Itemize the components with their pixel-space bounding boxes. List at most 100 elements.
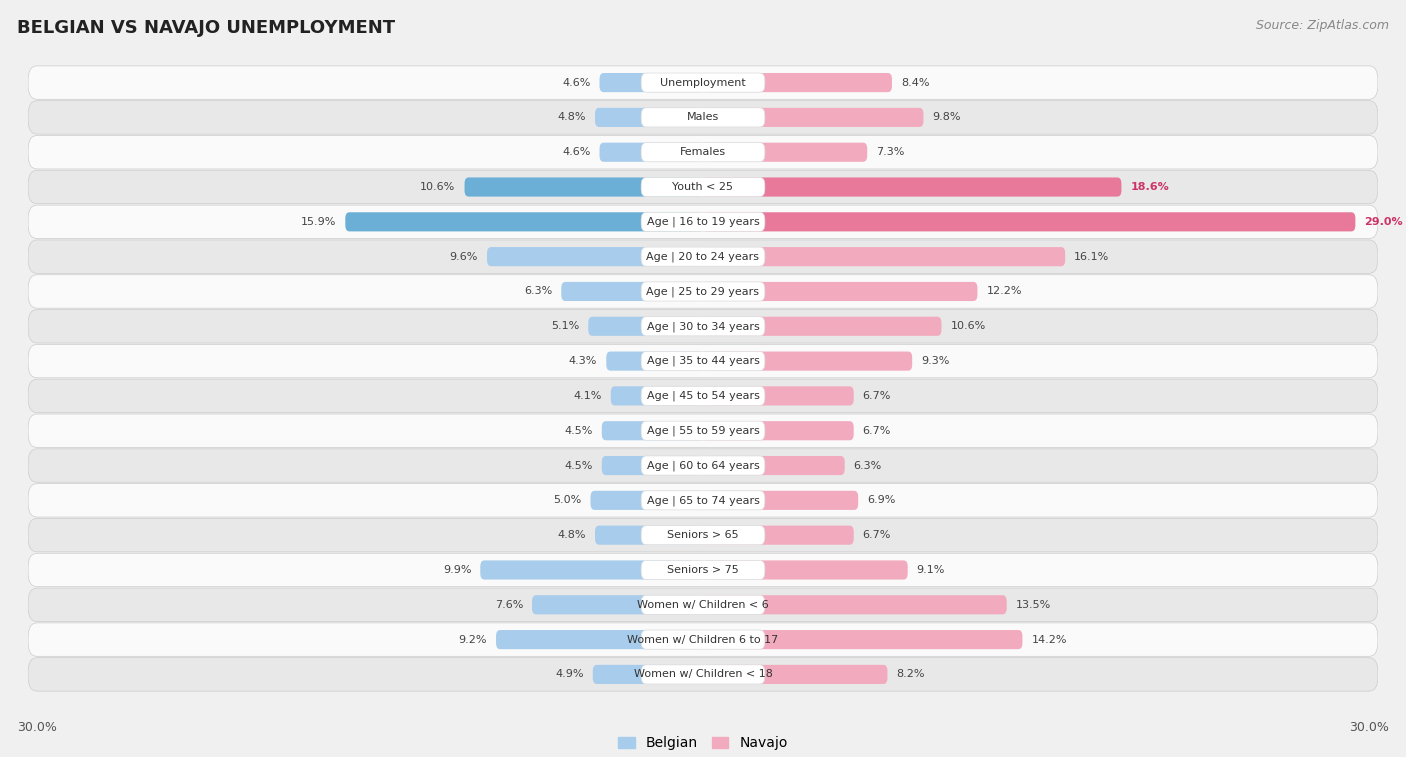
FancyBboxPatch shape <box>28 449 1378 482</box>
FancyBboxPatch shape <box>703 247 1066 266</box>
FancyBboxPatch shape <box>28 136 1378 169</box>
Text: Women w/ Children < 6: Women w/ Children < 6 <box>637 600 769 610</box>
Text: 6.3%: 6.3% <box>524 286 553 297</box>
Text: 6.7%: 6.7% <box>863 425 891 436</box>
FancyBboxPatch shape <box>641 212 765 232</box>
FancyBboxPatch shape <box>703 630 1022 650</box>
FancyBboxPatch shape <box>28 553 1378 587</box>
Text: 16.1%: 16.1% <box>1074 251 1109 262</box>
Text: 5.0%: 5.0% <box>554 495 582 506</box>
FancyBboxPatch shape <box>28 623 1378 656</box>
FancyBboxPatch shape <box>28 658 1378 691</box>
FancyBboxPatch shape <box>641 595 765 615</box>
FancyBboxPatch shape <box>593 665 703 684</box>
FancyBboxPatch shape <box>703 107 924 127</box>
FancyBboxPatch shape <box>641 421 765 441</box>
Text: Age | 20 to 24 years: Age | 20 to 24 years <box>647 251 759 262</box>
FancyBboxPatch shape <box>703 456 845 475</box>
FancyBboxPatch shape <box>703 282 977 301</box>
Text: Seniors > 65: Seniors > 65 <box>668 530 738 540</box>
FancyBboxPatch shape <box>28 66 1378 99</box>
FancyBboxPatch shape <box>641 630 765 650</box>
FancyBboxPatch shape <box>28 414 1378 447</box>
FancyBboxPatch shape <box>703 212 1355 232</box>
Text: 4.3%: 4.3% <box>569 356 598 366</box>
Text: 9.2%: 9.2% <box>458 634 486 645</box>
FancyBboxPatch shape <box>28 205 1378 238</box>
FancyBboxPatch shape <box>496 630 703 650</box>
FancyBboxPatch shape <box>703 560 908 580</box>
Text: BELGIAN VS NAVAJO UNEMPLOYMENT: BELGIAN VS NAVAJO UNEMPLOYMENT <box>17 19 395 37</box>
Text: 9.8%: 9.8% <box>932 112 960 123</box>
FancyBboxPatch shape <box>481 560 703 580</box>
Text: 13.5%: 13.5% <box>1015 600 1050 610</box>
Text: 4.8%: 4.8% <box>558 112 586 123</box>
FancyBboxPatch shape <box>595 107 703 127</box>
Text: 30.0%: 30.0% <box>17 721 56 734</box>
Text: Age | 55 to 59 years: Age | 55 to 59 years <box>647 425 759 436</box>
FancyBboxPatch shape <box>641 560 765 580</box>
FancyBboxPatch shape <box>28 344 1378 378</box>
FancyBboxPatch shape <box>531 595 703 615</box>
Text: Age | 60 to 64 years: Age | 60 to 64 years <box>647 460 759 471</box>
FancyBboxPatch shape <box>703 525 853 545</box>
Text: Youth < 25: Youth < 25 <box>672 182 734 192</box>
FancyBboxPatch shape <box>602 456 703 475</box>
FancyBboxPatch shape <box>599 142 703 162</box>
Text: 30.0%: 30.0% <box>1350 721 1389 734</box>
Text: 6.9%: 6.9% <box>868 495 896 506</box>
FancyBboxPatch shape <box>591 491 703 510</box>
Text: 10.6%: 10.6% <box>420 182 456 192</box>
FancyBboxPatch shape <box>588 316 703 336</box>
Text: 9.6%: 9.6% <box>450 251 478 262</box>
FancyBboxPatch shape <box>641 351 765 371</box>
Text: 7.3%: 7.3% <box>876 147 904 157</box>
Text: Source: ZipAtlas.com: Source: ZipAtlas.com <box>1256 19 1389 32</box>
Text: 6.3%: 6.3% <box>853 460 882 471</box>
FancyBboxPatch shape <box>703 421 853 441</box>
FancyBboxPatch shape <box>28 519 1378 552</box>
FancyBboxPatch shape <box>610 386 703 406</box>
Text: 8.4%: 8.4% <box>901 77 929 88</box>
FancyBboxPatch shape <box>641 142 765 162</box>
Text: Women w/ Children 6 to 17: Women w/ Children 6 to 17 <box>627 634 779 645</box>
FancyBboxPatch shape <box>595 525 703 545</box>
FancyBboxPatch shape <box>28 310 1378 343</box>
Text: Age | 30 to 34 years: Age | 30 to 34 years <box>647 321 759 332</box>
Text: Males: Males <box>688 112 718 123</box>
Text: Females: Females <box>681 147 725 157</box>
FancyBboxPatch shape <box>641 665 765 684</box>
Text: 7.6%: 7.6% <box>495 600 523 610</box>
Text: 9.9%: 9.9% <box>443 565 471 575</box>
Text: 6.7%: 6.7% <box>863 530 891 540</box>
FancyBboxPatch shape <box>703 177 1122 197</box>
FancyBboxPatch shape <box>28 240 1378 273</box>
Text: 8.2%: 8.2% <box>897 669 925 680</box>
FancyBboxPatch shape <box>599 73 703 92</box>
Text: 18.6%: 18.6% <box>1130 182 1170 192</box>
Text: Seniors > 75: Seniors > 75 <box>666 565 740 575</box>
FancyBboxPatch shape <box>641 177 765 197</box>
Text: 15.9%: 15.9% <box>301 217 336 227</box>
Text: Age | 25 to 29 years: Age | 25 to 29 years <box>647 286 759 297</box>
Text: 4.5%: 4.5% <box>564 460 593 471</box>
Legend: Belgian, Navajo: Belgian, Navajo <box>613 731 793 755</box>
Text: Age | 16 to 19 years: Age | 16 to 19 years <box>647 217 759 227</box>
FancyBboxPatch shape <box>28 588 1378 621</box>
Text: 29.0%: 29.0% <box>1364 217 1403 227</box>
Text: 9.1%: 9.1% <box>917 565 945 575</box>
FancyBboxPatch shape <box>28 379 1378 413</box>
Text: 5.1%: 5.1% <box>551 321 579 332</box>
FancyBboxPatch shape <box>28 275 1378 308</box>
FancyBboxPatch shape <box>641 282 765 301</box>
FancyBboxPatch shape <box>703 316 942 336</box>
FancyBboxPatch shape <box>28 101 1378 134</box>
Text: 4.6%: 4.6% <box>562 77 591 88</box>
Text: 12.2%: 12.2% <box>987 286 1022 297</box>
Text: Age | 65 to 74 years: Age | 65 to 74 years <box>647 495 759 506</box>
Text: 14.2%: 14.2% <box>1032 634 1067 645</box>
FancyBboxPatch shape <box>641 316 765 336</box>
Text: Women w/ Children < 18: Women w/ Children < 18 <box>634 669 772 680</box>
Text: 4.5%: 4.5% <box>564 425 593 436</box>
Text: 4.9%: 4.9% <box>555 669 583 680</box>
